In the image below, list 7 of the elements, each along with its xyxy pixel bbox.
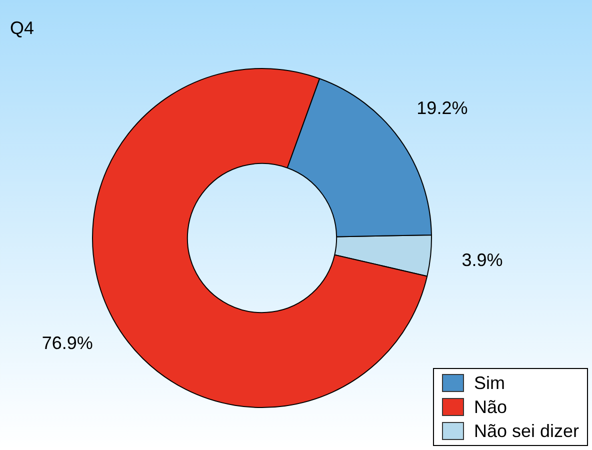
- data-label: 76.9%: [42, 332, 93, 353]
- legend-label: Sim: [474, 372, 505, 394]
- legend-label: Não sei dizer: [474, 420, 579, 442]
- slice-label: Não: [474, 396, 507, 418]
- data-label: 19.2%: [416, 98, 468, 118]
- chart-title: Q4: [10, 18, 34, 39]
- data-label: 3.9%: [462, 250, 503, 270]
